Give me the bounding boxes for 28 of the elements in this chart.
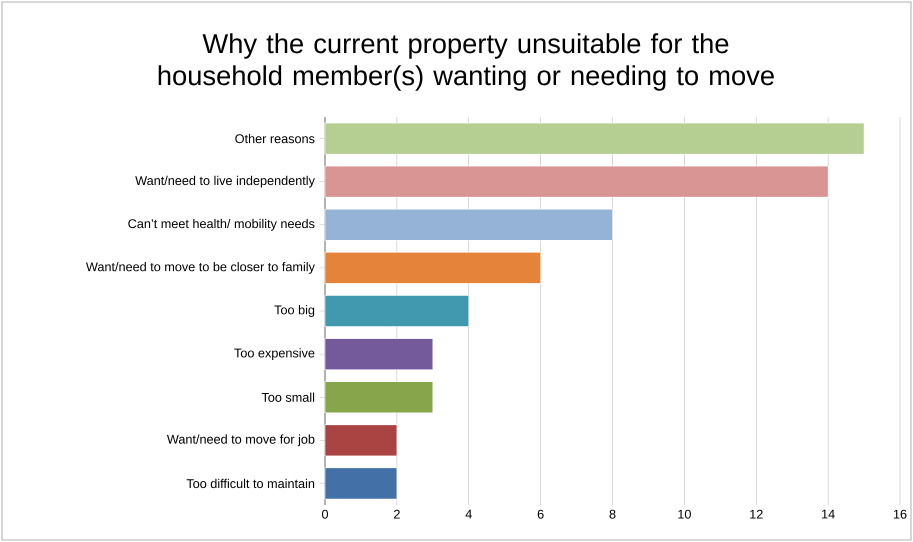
bar [324, 295, 470, 327]
y-tick-label: Too expensive [234, 348, 314, 360]
y-tick-label: Can’t meet health/ mobility needs [128, 218, 314, 231]
bar [324, 252, 541, 284]
y-tick-label: Too difficult to maintain [186, 478, 314, 488]
bar [324, 424, 398, 456]
chart-title: Why the current property unsuitable for the household member(s) wanting or needing to move [158, 33, 774, 91]
bar [324, 122, 864, 154]
y-tick-label: Too big [274, 305, 314, 317]
bar [324, 381, 434, 414]
x-tick-label: 4 [466, 510, 472, 518]
y-tick-label: Want/need to move for job [166, 434, 314, 446]
bar [324, 468, 398, 500]
bar [324, 338, 434, 370]
x-tick-label: 16 [894, 510, 906, 519]
x-tick-label: 12 [750, 510, 763, 519]
y-tick-label: Want/need to live independently [135, 176, 315, 188]
y-tick-label: Too small [262, 392, 314, 402]
y-tick-label: Want/need to move to be closer to family [86, 262, 315, 274]
y-tick-label: Other reasons [235, 134, 314, 144]
bar [324, 166, 828, 198]
x-tick-label: 14 [822, 510, 835, 518]
x-tick-label: 10 [678, 510, 691, 519]
x-tick-label: 2 [394, 510, 400, 519]
x-tick-label: 6 [538, 510, 544, 519]
x-tick-label: 0 [322, 510, 328, 519]
bar [324, 208, 613, 241]
x-tick-label: 8 [610, 510, 616, 519]
